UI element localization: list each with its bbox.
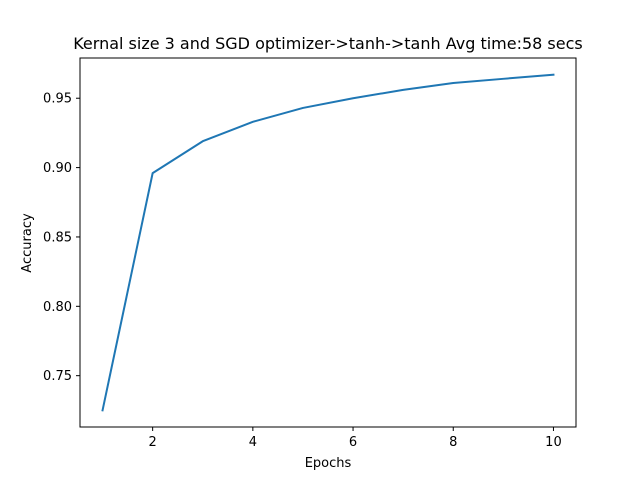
y-tick-label: 0.95 [43, 92, 72, 107]
x-tick-label: 6 [349, 435, 357, 450]
y-tick-label: 0.80 [43, 300, 72, 315]
x-axis-ticks: 2 4 6 8 10 [149, 427, 562, 450]
chart-title: Kernal size 3 and SGD optimizer->tanh->t… [73, 34, 583, 53]
y-axis-ticks: 0.75 0.80 0.85 0.90 0.95 [43, 92, 80, 384]
y-tick-label: 0.90 [43, 161, 72, 176]
y-tick-label: 0.75 [43, 369, 72, 384]
x-axis-label: Epochs [305, 456, 352, 471]
x-tick-label: 10 [545, 435, 562, 450]
x-tick-label: 4 [249, 435, 257, 450]
plot-frame [79, 57, 577, 428]
x-tick-label: 8 [449, 435, 457, 450]
y-axis-label: Accuracy [20, 213, 35, 273]
x-tick-label: 2 [149, 435, 157, 450]
y-tick-label: 0.85 [43, 230, 72, 245]
plot-area [101, 73, 555, 412]
accuracy-series-line [101, 73, 555, 412]
